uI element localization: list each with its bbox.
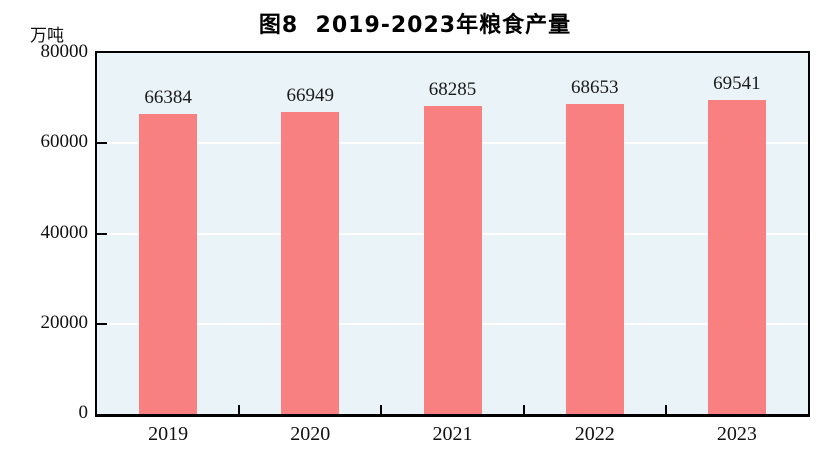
y-tick-mark (97, 322, 107, 325)
plot-area: 66384 66949 68285 68653 69541 (95, 51, 810, 417)
x-tick-mark (380, 405, 383, 414)
y-tick-mark (97, 232, 107, 235)
bar-value-label: 66384 (144, 87, 192, 109)
bar-value-label: 68653 (570, 77, 619, 99)
y-tick-label: 0 (78, 402, 89, 423)
y-tick-mark (97, 142, 107, 145)
x-tick-mark (522, 405, 525, 414)
bar-value-label: 69541 (713, 73, 761, 95)
bar (139, 114, 198, 414)
x-tick-label: 2022 (574, 423, 615, 445)
x-tick-mark (664, 405, 667, 414)
x-tick-label: 2023 (716, 423, 757, 445)
x-tick-label: 2021 (432, 423, 473, 445)
bar (565, 104, 624, 414)
x-tick-label: 2020 (290, 423, 331, 445)
y-tick-label: 40000 (40, 221, 89, 243)
bar (281, 111, 340, 414)
bar-value-label: 66949 (286, 84, 335, 106)
y-tick-label: 60000 (40, 131, 89, 153)
x-tick-label: 2019 (148, 423, 189, 445)
y-axis-unit-label: 万吨 (30, 26, 64, 46)
chart-title: 图8 2019-2023年粮食产量 (258, 13, 572, 38)
bar (423, 105, 482, 414)
bar-value-label: 68285 (428, 78, 477, 100)
x-tick-mark (238, 405, 241, 414)
y-tick-label: 20000 (40, 311, 89, 333)
bar (707, 100, 766, 414)
y-tick-label: 80000 (40, 41, 89, 62)
